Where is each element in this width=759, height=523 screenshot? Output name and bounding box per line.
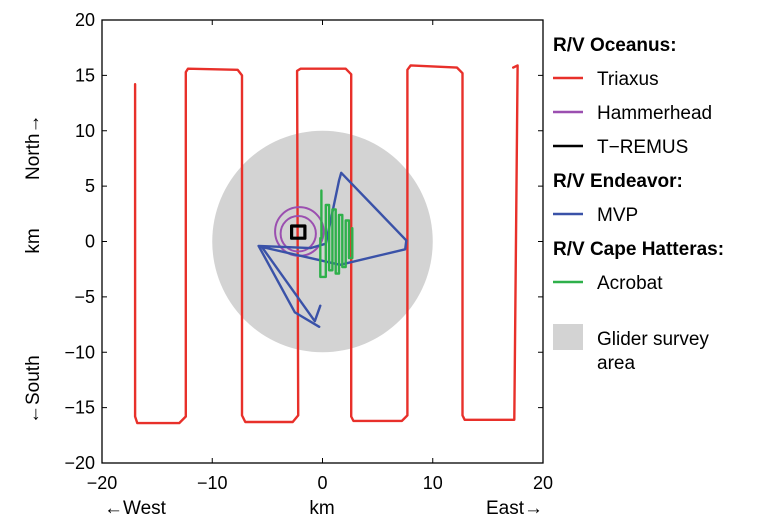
acrobat-track — [319, 189, 354, 279]
legend-label-mvp: MVP — [597, 205, 638, 226]
mvp-track — [257, 171, 408, 328]
y-tick-label: 0 — [85, 232, 95, 252]
data-layer — [133, 64, 519, 425]
x-tick-label: 10 — [423, 473, 443, 493]
x-west-label: ←West — [104, 498, 167, 519]
legend: R/V Oceanus: Triaxus Hammerhead T−REMUS R/V … — [553, 35, 724, 374]
y-tick-label: −15 — [64, 398, 95, 418]
triaxus-track — [133, 64, 519, 425]
x-east-label: East→ — [486, 498, 543, 519]
hammerhead-track-loop-2 — [279, 215, 317, 253]
tick-layer: −20 −10 0 10 20 −20 −15 −10 −5 0 5 10 15 20 — [64, 10, 553, 493]
legend-header: R/V Cape Hatteras: — [553, 239, 724, 260]
x-tick-label: −20 — [87, 473, 118, 493]
legend-header: R/V Endeavor: — [553, 171, 683, 192]
y-tick-label: 5 — [85, 176, 95, 196]
legend-label-glider-survey-area: Glider survey area — [597, 329, 709, 374]
x-tick-label: 20 — [533, 473, 553, 493]
y-tick-label: 10 — [75, 121, 95, 141]
x-tick-label: −10 — [197, 473, 228, 493]
legend-label-hammerhead: Hammerhead — [597, 103, 712, 124]
y-tick-label: −20 — [64, 453, 95, 473]
y-south-label: ←South — [23, 355, 44, 424]
y-tick-label: −5 — [74, 287, 95, 307]
y-tick-label: 20 — [75, 10, 95, 30]
legend-swatch-glider-survey-area — [553, 324, 583, 350]
legend-label-t-remus: T−REMUS — [597, 137, 688, 158]
legend-label-triaxus: Triaxus — [597, 69, 659, 90]
y-tick-label: −10 — [64, 342, 95, 362]
t-remus-track — [290, 224, 307, 240]
x-axis-label: km — [309, 498, 334, 519]
y-tick-label: 15 — [75, 65, 95, 85]
legend-header: R/V Oceanus: — [553, 35, 677, 56]
y-north-label: North→ — [23, 115, 44, 180]
legend-label-acrobat: Acrobat — [597, 273, 663, 294]
x-tick-label: 0 — [317, 473, 327, 493]
y-axis-label: km — [23, 228, 44, 253]
